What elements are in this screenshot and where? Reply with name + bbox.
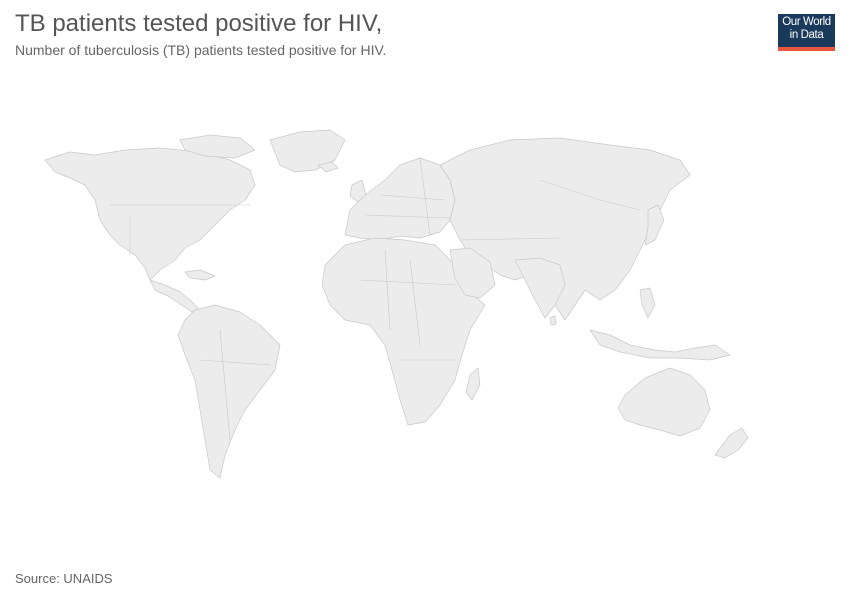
source-note: Source: UNAIDS	[15, 571, 113, 586]
chart-title: TB patients tested positive for HIV,	[15, 10, 383, 37]
region-indonesia[interactable]	[589, 329, 731, 361]
owid-logo[interactable]: Our World in Data	[778, 14, 835, 51]
region-arctic-islands[interactable]	[179, 134, 256, 159]
region-africa[interactable]	[321, 237, 486, 426]
region-japan[interactable]	[644, 204, 665, 246]
region-iceland[interactable]	[317, 161, 339, 173]
region-north-america[interactable]	[44, 147, 256, 281]
region-south-america[interactable]	[177, 304, 281, 479]
region-arabian-peninsula[interactable]	[449, 247, 496, 299]
region-sri-lanka[interactable]	[549, 315, 557, 326]
region-india[interactable]	[514, 257, 566, 319]
logo-line-2: in Data	[789, 29, 824, 41]
logo-line-1: Our World	[782, 16, 831, 28]
region-british-isles[interactable]	[349, 179, 367, 203]
region-new-zealand[interactable]	[714, 427, 749, 459]
region-greenland[interactable]	[269, 129, 346, 173]
region-madagascar[interactable]	[465, 367, 481, 401]
logo-accent-bar	[778, 47, 835, 51]
region-philippines[interactable]	[639, 287, 656, 319]
chart-subtitle: Number of tuberculosis (TB) patients tes…	[15, 42, 387, 58]
region-caribbean[interactable]	[184, 269, 216, 281]
region-central-america[interactable]	[149, 279, 199, 313]
region-australia[interactable]	[617, 367, 711, 437]
